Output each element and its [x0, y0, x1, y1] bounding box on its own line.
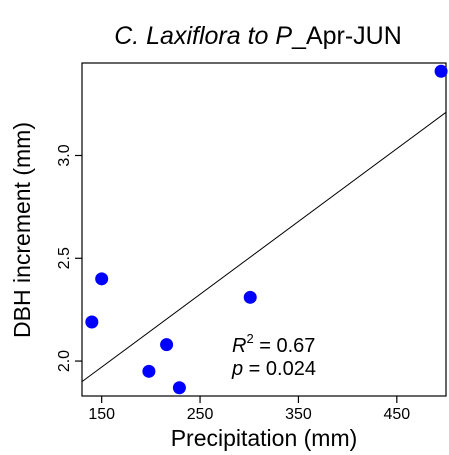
y-axis-ticks: 2.0 2.5 3.0 — [56, 144, 82, 372]
y-tick-label: 2.5 — [56, 247, 73, 269]
r-symbol: R — [232, 335, 246, 357]
data-point — [434, 64, 448, 78]
chart-title: C. Laxiflora to P_Apr-JUN — [114, 22, 402, 50]
p-value: = 0.024 — [243, 358, 316, 380]
x-tick-label: 250 — [187, 406, 214, 423]
chart-title-italic: C. Laxiflora to P — [114, 22, 292, 50]
data-point — [85, 315, 99, 329]
r-exponent: 2 — [246, 331, 253, 346]
p-value-annotation: p = 0.024 — [231, 358, 316, 380]
data-point — [95, 272, 109, 286]
regression-line — [81, 111, 447, 383]
data-point — [243, 290, 257, 304]
x-tick-label: 350 — [285, 406, 312, 423]
data-point — [142, 364, 156, 378]
r-squared-annotation: R2 = 0.67 — [232, 331, 315, 357]
data-point — [160, 338, 174, 352]
r-squared-value: = 0.67 — [254, 335, 316, 357]
data-points — [85, 64, 448, 395]
y-tick-label: 2.0 — [56, 350, 73, 372]
y-tick-label: 3.0 — [56, 144, 73, 166]
x-axis-ticks: 150 250 350 450 — [88, 396, 410, 423]
data-point — [172, 381, 186, 395]
y-axis-label: DBH increment (mm) — [9, 122, 35, 338]
x-axis-label: Precipitation (mm) — [171, 425, 358, 451]
fit-line-group — [81, 111, 447, 383]
x-tick-label: 450 — [383, 406, 410, 423]
p-symbol: p — [231, 358, 243, 380]
x-tick-label: 150 — [88, 406, 115, 423]
chart-title-plain: _Apr-JUN — [291, 22, 402, 50]
plot-frame — [81, 62, 447, 397]
